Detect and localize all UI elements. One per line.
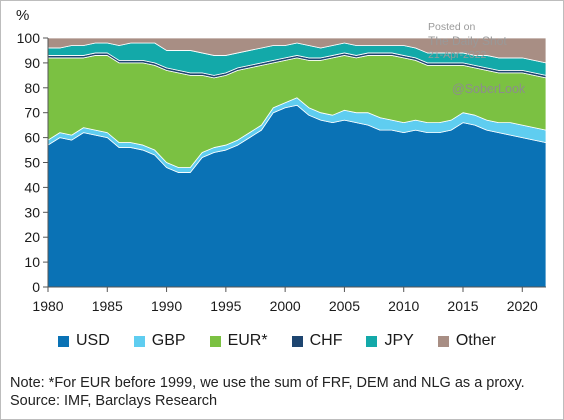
x-tick-label: 1985 — [92, 298, 123, 314]
legend-item: JPY — [366, 332, 414, 350]
x-tick-label: 2005 — [329, 298, 360, 314]
legend-label: JPY — [384, 332, 414, 349]
x-tick-label: 2015 — [447, 298, 478, 314]
legend-swatch — [366, 335, 378, 347]
legend-item: GBP — [133, 332, 186, 350]
y-tick-label: 30 — [24, 204, 40, 220]
watermark-posted: Posted on — [428, 21, 476, 33]
y-tick-label: 60 — [24, 130, 40, 146]
y-tick-label: 40 — [24, 179, 40, 195]
legend-swatch — [58, 335, 69, 347]
chart-notes: Note: *For EUR before 1999, we use the s… — [10, 374, 525, 410]
watermark-handle: @SoberLook — [452, 82, 526, 96]
legend-swatch — [209, 335, 221, 347]
area-other — [47, 37, 547, 64]
legend-swatch — [437, 335, 449, 347]
y-tick-label: 90 — [24, 55, 40, 71]
legend-label: EUR* — [227, 332, 268, 349]
y-axis-label: % — [16, 7, 29, 24]
note-text: Note: *For EUR before 1999, we use the s… — [10, 375, 525, 391]
legend-item: USD — [58, 332, 110, 350]
x-tick-label: 1995 — [210, 298, 241, 314]
legend-label: CHF — [309, 332, 343, 349]
legend-item: Other — [437, 332, 496, 350]
legend-label: GBP — [151, 332, 186, 349]
y-tick-label: 70 — [24, 105, 40, 121]
legend-swatch — [291, 335, 303, 347]
axes-group: 0 10 20 30 40 50 60 70 80 90 100 1980 1985 1990 1995 20… — [17, 30, 546, 314]
chart-legend: USD GBP EUR* CHF JPY Other — [58, 330, 520, 352]
legend-item: CHF — [291, 332, 343, 350]
y-tick-label: 0 — [32, 279, 40, 295]
x-tick-label: 2010 — [388, 298, 419, 314]
source-text: Source: IMF, Barclays Research — [10, 393, 218, 409]
y-tick-label: 50 — [24, 155, 40, 171]
y-tick-label: 10 — [24, 254, 40, 270]
x-tick-label: 1990 — [151, 298, 182, 314]
area-series-group — [47, 37, 547, 288]
x-tick-label: 2020 — [507, 298, 538, 314]
y-tick-label: 80 — [24, 80, 40, 96]
y-tick-label: 100 — [17, 30, 41, 46]
legend-swatch — [133, 335, 145, 347]
legend-label: Other — [455, 332, 496, 349]
y-tick-label: 20 — [24, 229, 40, 245]
x-tick-label: 1980 — [32, 298, 63, 314]
legend-item: EUR* — [209, 332, 268, 350]
x-tick-label: 2000 — [270, 298, 301, 314]
watermark-name: The Daily Shot — [428, 34, 507, 48]
watermark: Posted on The Daily Shot 21-Apr-2022 — [428, 20, 507, 62]
watermark-date: 21-Apr-2022 — [428, 49, 487, 61]
legend-label: USD — [76, 332, 110, 349]
